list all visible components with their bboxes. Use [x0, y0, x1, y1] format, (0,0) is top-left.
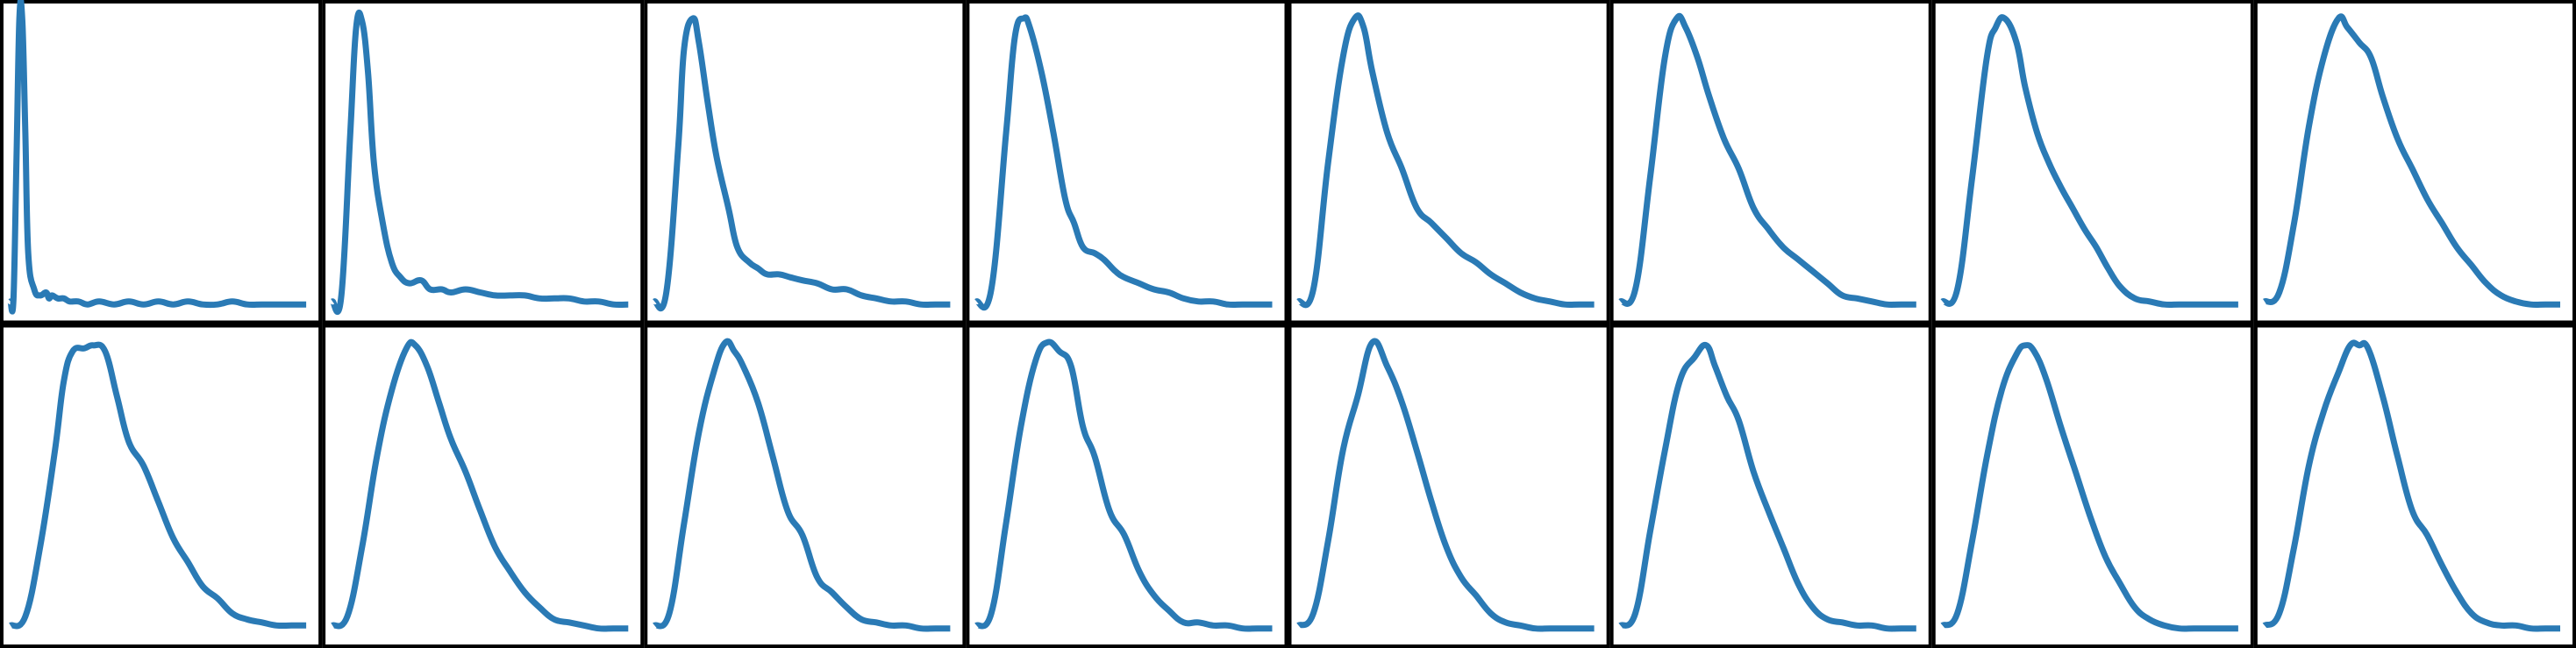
panel-frame	[1931, 324, 2254, 648]
panel-3	[644, 0, 967, 324]
series-line	[329, 9, 629, 315]
panel-frame	[0, 0, 323, 324]
series-line	[2263, 13, 2560, 309]
panel-16	[2253, 324, 2576, 648]
panel-12	[966, 324, 1288, 648]
panel-frame	[644, 324, 967, 648]
panel-8	[2253, 0, 2576, 324]
panel-frame	[0, 324, 323, 648]
panel-frame	[1288, 0, 1610, 324]
panel-frame	[1288, 324, 1610, 648]
series-line	[1618, 342, 1916, 632]
panel-10	[322, 324, 645, 648]
panel-5	[1288, 0, 1610, 324]
series-line	[1296, 338, 1595, 632]
panel-14	[1609, 324, 1932, 648]
panel-frame	[322, 0, 645, 324]
series-line	[1296, 12, 1595, 309]
panel-frame	[2253, 324, 2576, 648]
series-line	[974, 338, 1273, 632]
series-line	[1940, 14, 2238, 309]
panel-frame	[1609, 324, 1932, 648]
series-line	[9, 341, 307, 630]
series-line	[653, 338, 951, 632]
panel-frame	[2253, 0, 2576, 324]
panel-frame	[644, 0, 967, 324]
panel-frame	[1931, 0, 2254, 324]
panel-6	[1609, 0, 1932, 324]
panel-frame	[322, 324, 645, 648]
series-line	[7, 0, 307, 315]
series-line	[331, 338, 629, 632]
panel-frame	[966, 324, 1288, 648]
series-line	[2262, 339, 2560, 632]
panel-frame	[966, 0, 1288, 324]
panel-4	[966, 0, 1288, 324]
panel-frame	[1609, 0, 1932, 324]
panel-1	[0, 0, 323, 324]
series-line	[973, 14, 1273, 311]
series-line	[1940, 342, 2238, 632]
panel-7	[1931, 0, 2254, 324]
panel-15	[1931, 324, 2254, 648]
series-line	[1618, 12, 1916, 309]
series-line	[651, 15, 951, 312]
panel-9	[0, 324, 323, 648]
panel-13	[1288, 324, 1610, 648]
panel-11	[644, 324, 967, 648]
panel-2	[322, 0, 645, 324]
